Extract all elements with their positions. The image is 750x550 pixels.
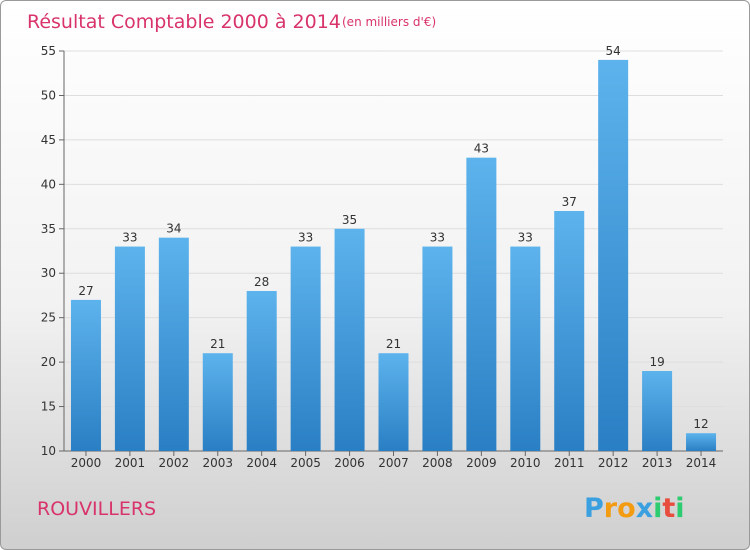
logo-letter: r — [604, 493, 618, 524]
bar-2014 — [686, 433, 717, 451]
x-tick-label-2009: 2009 — [466, 456, 497, 470]
bar-2011 — [554, 211, 585, 451]
proxiti-logo: Proxiti — [584, 493, 685, 524]
logo-letter: i — [653, 493, 662, 524]
value-label-2009: 43 — [474, 142, 489, 156]
bar-2006 — [334, 228, 365, 451]
chart-title: Résultat Comptable 2000 à 2014 — [27, 11, 341, 33]
value-label-2008: 33 — [430, 231, 445, 245]
bars: 27 33 34 21 28 33 35 21 33 43 33 37 54 19 12 — [70, 44, 717, 452]
y-tick-label: 20 — [41, 355, 56, 369]
bar-2013 — [642, 371, 673, 451]
y-tick-label: 40 — [41, 177, 56, 191]
value-label-2003: 21 — [210, 337, 225, 351]
x-axis-ticks: 2000 2001 2002 2003 2004 2005 2006 2007 2008 2009… — [71, 451, 717, 470]
value-label-2006: 35 — [342, 213, 357, 227]
x-tick-label-2001: 2001 — [115, 456, 146, 470]
logo-letter: t — [662, 493, 675, 524]
value-label-2012: 54 — [606, 44, 621, 58]
x-tick-label-2010: 2010 — [510, 456, 541, 470]
bar-2009 — [466, 157, 497, 451]
value-label-2011: 37 — [562, 195, 577, 209]
logo-letter: x — [636, 493, 653, 524]
x-tick-label-2003: 2003 — [202, 456, 233, 470]
y-tick-label: 35 — [41, 222, 56, 236]
bar-2008 — [422, 246, 453, 451]
bar-2004 — [246, 291, 277, 451]
value-label-2010: 33 — [518, 231, 533, 245]
x-tick-label-2013: 2013 — [642, 456, 673, 470]
y-axis-ticks: 10 15 20 25 30 35 40 45 50 55 — [41, 44, 64, 458]
value-label-2013: 19 — [649, 355, 664, 369]
chart-subtitle: (en milliers d'€) — [342, 15, 436, 29]
x-tick-label-2014: 2014 — [686, 456, 717, 470]
town-name: ROUVILLERS — [37, 498, 156, 520]
x-tick-label-2007: 2007 — [378, 456, 409, 470]
value-label-2000: 27 — [78, 284, 93, 298]
value-label-2014: 12 — [693, 417, 708, 431]
y-tick-label: 25 — [41, 311, 56, 325]
y-tick-label: 50 — [41, 88, 56, 102]
logo-letter: P — [584, 493, 604, 524]
logo-letter: o — [617, 493, 636, 524]
x-tick-label-2002: 2002 — [159, 456, 190, 470]
bar-2001 — [114, 246, 145, 451]
bar-2012 — [598, 59, 629, 452]
x-tick-label-2004: 2004 — [246, 456, 277, 470]
value-label-2004: 28 — [254, 275, 269, 289]
x-tick-label-2005: 2005 — [290, 456, 321, 470]
x-tick-label-2000: 2000 — [71, 456, 102, 470]
value-label-2007: 21 — [386, 337, 401, 351]
logo-letter: i — [675, 493, 684, 524]
bar-2003 — [202, 353, 233, 451]
value-label-2001: 33 — [122, 231, 137, 245]
bar-2007 — [378, 353, 409, 451]
y-tick-label: 30 — [41, 266, 56, 280]
y-tick-label: 45 — [41, 133, 56, 147]
bar-2000 — [70, 299, 101, 451]
bar-2002 — [158, 237, 189, 451]
bar-2010 — [510, 246, 541, 451]
x-tick-label-2012: 2012 — [598, 456, 629, 470]
x-tick-label-2006: 2006 — [334, 456, 365, 470]
value-label-2002: 34 — [166, 222, 181, 236]
x-tick-label-2008: 2008 — [422, 456, 453, 470]
value-label-2005: 33 — [298, 231, 313, 245]
bar-2005 — [290, 246, 321, 451]
x-tick-label-2011: 2011 — [554, 456, 585, 470]
y-tick-label: 10 — [41, 444, 56, 458]
y-tick-label: 55 — [41, 44, 56, 58]
y-tick-label: 15 — [41, 400, 56, 414]
